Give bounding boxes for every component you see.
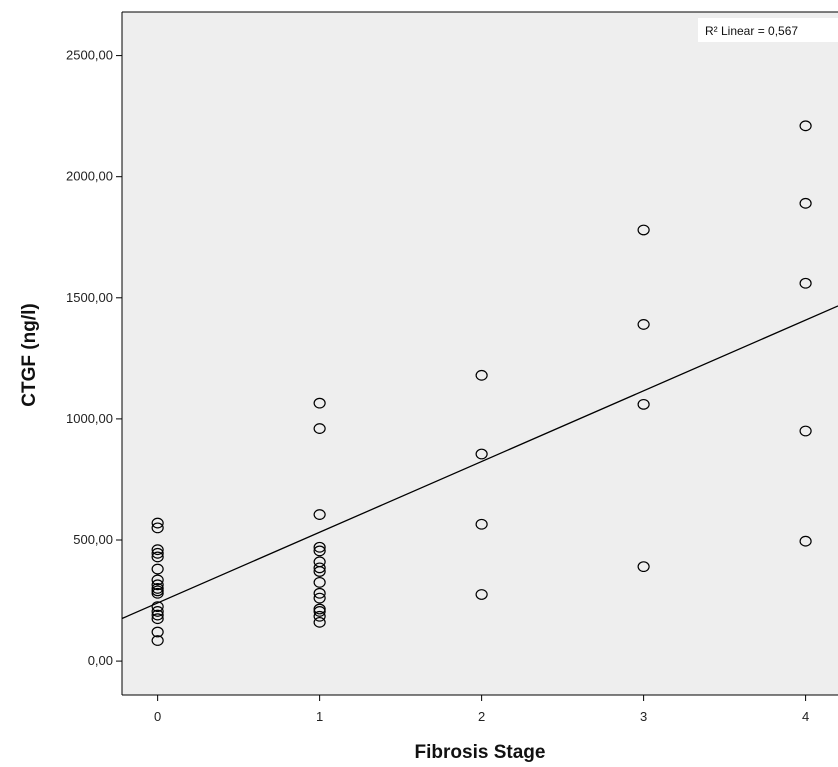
legend-box <box>698 18 838 42</box>
data-point <box>151 547 164 559</box>
data-point <box>313 603 326 615</box>
data-point <box>313 509 326 520</box>
data-point <box>151 587 164 599</box>
data-point <box>637 319 650 330</box>
y-tick-label: 2500,00 <box>66 48 113 63</box>
data-point <box>151 609 164 621</box>
data-point <box>799 197 812 209</box>
x-tick-label: 3 <box>640 709 647 724</box>
data-point <box>313 545 326 557</box>
data-points <box>151 120 812 646</box>
legend: R² Linear = 0,567 <box>698 18 838 42</box>
regression-line-group <box>121 305 838 620</box>
data-point <box>313 562 326 574</box>
data-point <box>151 563 164 575</box>
plot-area <box>122 12 838 695</box>
data-point <box>637 398 650 410</box>
y-tick-label: 0,00 <box>88 653 113 668</box>
data-point <box>151 583 164 594</box>
x-axis-title: Fibrosis Stage <box>415 742 546 763</box>
x-tick-label: 2 <box>478 709 485 724</box>
data-point <box>799 277 812 289</box>
data-point <box>151 613 164 625</box>
data-point <box>151 606 164 617</box>
data-point <box>313 423 326 434</box>
data-point <box>151 601 164 612</box>
y-axis-ticks: 0,00 500,00 1000,00 1500,00 2000,00 2500,00 <box>66 48 122 668</box>
data-point <box>151 626 164 638</box>
y-tick-label: 2000,00 <box>66 169 113 184</box>
data-point <box>151 522 164 534</box>
data-point <box>313 592 326 604</box>
regression-line <box>121 305 838 620</box>
data-point <box>475 448 488 460</box>
x-tick-label: 4 <box>802 709 809 724</box>
data-point <box>799 120 812 132</box>
data-point <box>151 551 164 563</box>
data-point <box>637 561 650 573</box>
x-axis-ticks: 0 1 2 3 4 <box>154 695 809 724</box>
data-point <box>151 579 164 591</box>
x-tick-label: 1 <box>316 709 323 724</box>
data-point <box>799 535 812 547</box>
data-point <box>475 589 488 600</box>
data-point <box>151 544 164 556</box>
data-point <box>151 635 164 646</box>
data-point <box>151 517 164 529</box>
y-axis-title: CTGF (ng/l) <box>19 303 40 406</box>
legend-r2-label: R² Linear = 0,567 <box>705 24 798 38</box>
y-tick-label: 1500,00 <box>66 290 113 305</box>
data-point <box>313 587 326 599</box>
data-point <box>475 518 488 530</box>
data-point <box>637 224 650 236</box>
y-tick-label: 500,00 <box>73 532 113 547</box>
data-point <box>313 541 326 553</box>
data-point <box>313 616 326 628</box>
data-point <box>475 369 488 381</box>
data-point <box>313 610 326 622</box>
x-tick-label: 0 <box>154 709 161 724</box>
y-tick-label: 1000,00 <box>66 411 113 426</box>
data-point <box>313 606 326 617</box>
data-point <box>151 574 164 586</box>
data-point <box>313 576 326 588</box>
data-point <box>799 425 812 437</box>
data-point <box>313 566 326 577</box>
data-point <box>313 397 326 409</box>
data-point <box>151 585 164 597</box>
